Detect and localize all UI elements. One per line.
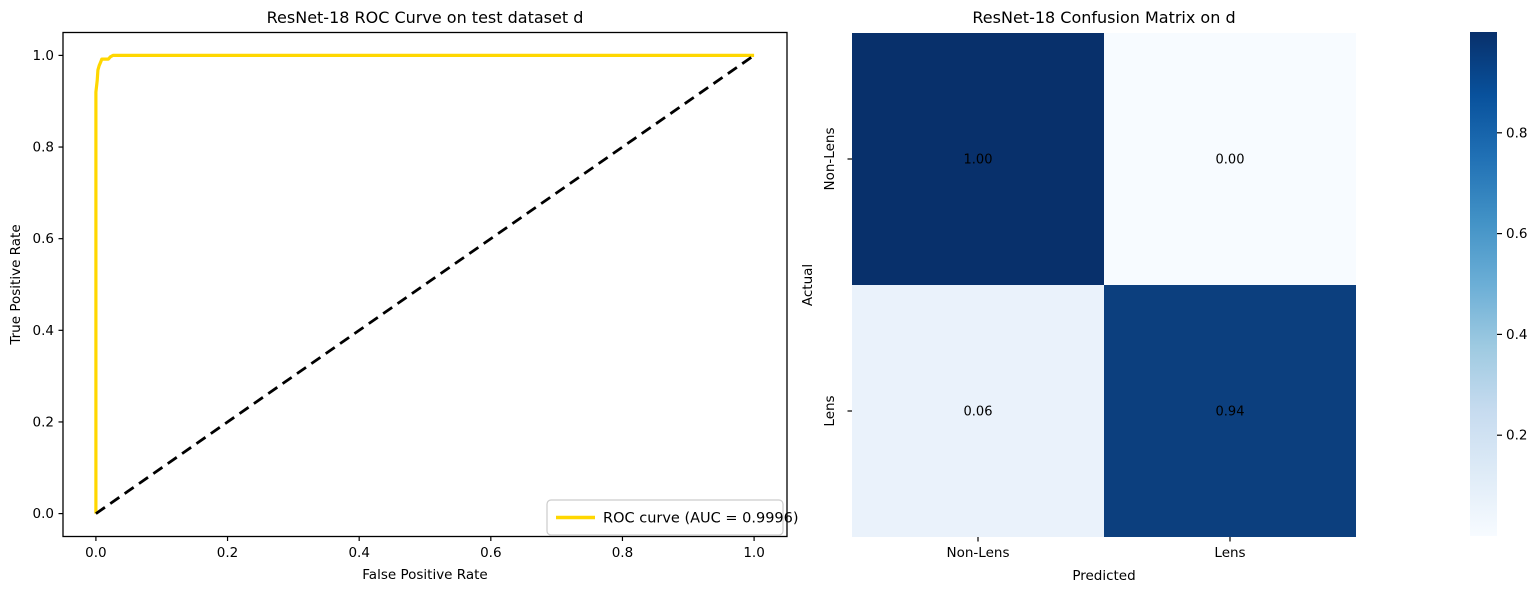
roc-series-curve: [94, 53, 755, 514]
roc-x-tick-label: 0.6: [480, 545, 501, 561]
roc-x-axis-label: False Positive Rate: [362, 567, 487, 583]
roc-series-group: [94, 53, 755, 515]
cm-cell-lens-non-lens: [852, 285, 1104, 537]
colorbar-tick-label: 0.6: [1506, 226, 1527, 242]
confusion-matrix-chart: ResNet-18 Confusion Matrix on d 1.00 0.00…: [800, 8, 1527, 584]
roc-x-tick-label: 1.0: [743, 545, 764, 561]
cm-chart-title: ResNet-18 Confusion Matrix on d: [972, 8, 1235, 27]
roc-y-tick-label: 0.0: [33, 506, 54, 522]
roc-x-tick-label: 0.2: [217, 545, 238, 561]
roc-x-tick-label: 0.8: [612, 545, 633, 561]
cm-cell-value: 0.94: [1216, 405, 1245, 420]
roc-x-axis-ticks: 0.0 0.2 0.4 0.6 0.8 1.0: [85, 536, 765, 561]
roc-x-tick-label: 0.4: [348, 545, 369, 561]
cm-colorbar: 0.2 0.4 0.6 0.8: [1470, 32, 1527, 536]
roc-series-chance-line: [95, 54, 755, 515]
colorbar-tick-label: 0.4: [1506, 327, 1527, 343]
cm-cell-non-lens-non-lens: [852, 33, 1104, 285]
roc-chart-title: ResNet-18 ROC Curve on test dataset d: [267, 8, 584, 27]
colorbar-tick-label: 0.2: [1506, 428, 1527, 444]
cm-x-tick-label: Lens: [1214, 545, 1245, 561]
roc-chart: ResNet-18 ROC Curve on test dataset d 0.…: [8, 8, 799, 583]
roc-legend-label: ROC curve (AUC = 0.9996): [603, 511, 799, 527]
roc-legend: ROC curve (AUC = 0.9996): [546, 499, 799, 536]
cm-cells-group: 1.00 0.00 0.06 0.94: [852, 33, 1356, 537]
cm-ticks-group: Non-Lens Lens Non-Lens Lens: [822, 128, 1246, 561]
colorbar-ticks: 0.2 0.4 0.6 0.8: [1497, 125, 1527, 444]
cm-cell-lens-lens: [1104, 285, 1356, 537]
cm-cell-non-lens-lens: [1104, 33, 1356, 285]
cm-cell-value: 1.00: [964, 153, 993, 168]
cm-x-tick-label: Non-Lens: [947, 545, 1010, 561]
cm-y-tick-label: Non-Lens: [822, 128, 838, 191]
roc-y-axis-label: True Positive Rate: [8, 224, 24, 345]
cm-y-tick-label: Lens: [822, 395, 838, 426]
roc-x-tick-label: 0.0: [85, 545, 106, 561]
roc-y-tick-label: 0.2: [33, 414, 54, 430]
cm-cell-value: 0.00: [1216, 153, 1245, 168]
roc-legend-box: [546, 499, 784, 536]
roc-y-axis-ticks: 0.0 0.2 0.4 0.6 0.8 1.0: [33, 48, 63, 522]
roc-y-tick-label: 0.8: [33, 140, 54, 156]
roc-y-tick-label: 1.0: [33, 48, 54, 64]
colorbar-bar: [1470, 32, 1497, 536]
roc-y-tick-label: 0.4: [33, 323, 54, 339]
roc-y-tick-label: 0.6: [33, 231, 54, 247]
cm-y-axis-label: Actual: [800, 264, 816, 306]
roc-plot-border: [62, 31, 788, 538]
cm-x-axis-label: Predicted: [1072, 568, 1135, 584]
cm-cell-value: 0.06: [964, 405, 993, 420]
colorbar-tick-label: 0.8: [1506, 125, 1527, 141]
